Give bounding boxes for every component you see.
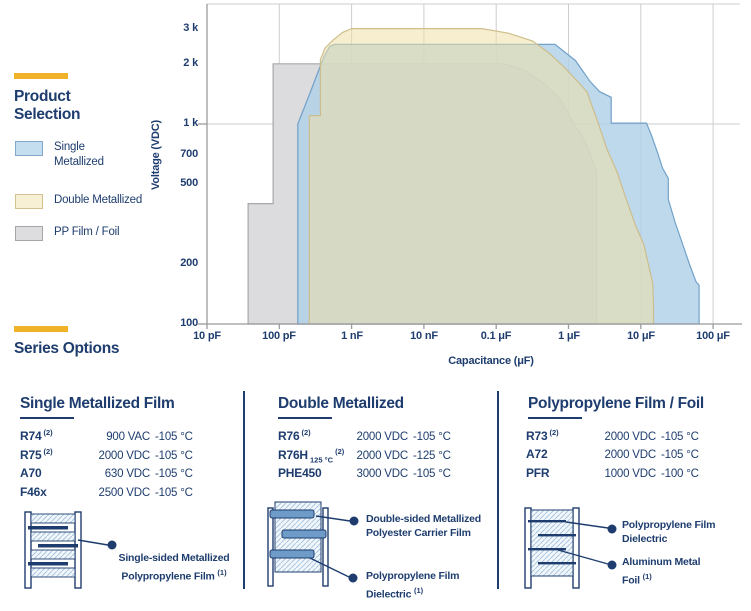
product-selection-panel: Product Selection Single Metallized Doub… [14, 70, 159, 270]
series-name: F46x [20, 485, 47, 499]
column-polypropylene-film-foil: Polypropylene Film / Foil R73 (2) 2000 VD… [518, 394, 748, 589]
callout-label: Double-sided Metallized Polyester Carrie… [366, 513, 481, 539]
series-row: R76 (2) 2000 VDC -105 °C [278, 428, 492, 447]
accent-bar [14, 73, 68, 79]
legend-swatch-pp-film-foil [15, 226, 43, 241]
callout-dot-icon [607, 524, 617, 534]
x-axis-title: Capacitance (μF) [448, 355, 534, 367]
legend-label: PP Film / Foil [54, 226, 120, 238]
column-double-metallized: Double Metallized R76 (2) 2000 VDC -105 °C… [266, 394, 492, 600]
series-temperature: -105 °C [155, 468, 193, 480]
series-name: R76H 125 °C (2) [278, 447, 345, 465]
series-temperature: -100 °C [661, 468, 699, 480]
series-voltage: 2500 VDC [98, 487, 151, 499]
series-voltage: 2000 VDC [98, 450, 151, 462]
series-table: R74 (2) 900 VAC -105 °C R75 (2) 2000 VDC -105… [20, 428, 236, 504]
series-name: PFR [526, 466, 550, 480]
single-metallized-capacitor-icon [24, 511, 82, 589]
series-row: R75 (2) 2000 VDC -105 °C [20, 447, 236, 466]
heading-underline [278, 417, 332, 419]
heading-underline [528, 417, 582, 419]
callout-dot-icon [107, 540, 117, 550]
callout-label: Single-sided Metallized Polypropylene Fi… [118, 552, 230, 582]
series-name: R75 (2) [20, 447, 53, 462]
series-name: A72 [526, 447, 548, 461]
series-voltage: 900 VAC [106, 431, 150, 443]
series-name: R74 (2) [20, 428, 53, 443]
series-temperature: -105 °C [155, 431, 193, 443]
product-selection-chart [198, 3, 742, 329]
series-temperature: -105 °C [155, 450, 193, 462]
legend-item-single-metallized: Single Metallized [15, 140, 118, 170]
series-options-title: Series Options [14, 340, 120, 357]
callout-dot-icon [348, 573, 358, 583]
series-name: A70 [20, 466, 42, 480]
series-row: F46x 2500 VDC -105 °C [20, 485, 236, 504]
series-name: R76 (2) [278, 428, 311, 443]
series-temperature: -105 °C [155, 487, 193, 499]
construction-diagram: Double-sided Metallized Polyester Carrie… [266, 498, 492, 600]
legend-item-pp-film-foil: PP Film / Foil [15, 225, 169, 241]
film-foil-capacitor-icon [524, 507, 580, 589]
product-selection-title: Product Selection [14, 88, 81, 123]
callout-dot-icon [349, 516, 359, 526]
legend-swatch-double-metallized [15, 194, 43, 209]
chart-region-double-metallized [308, 28, 655, 325]
series-voltage: 2000 VDC [604, 449, 657, 461]
column-divider [497, 391, 499, 589]
column-single-metallized-film: Single Metallized Film R74 (2) 900 VAC -10… [20, 394, 236, 589]
column-heading: Polypropylene Film / Foil [528, 395, 704, 412]
series-voltage: 2000 VDC [356, 450, 409, 462]
callout-label: Polypropylene Film Dielectric (1) [366, 570, 460, 600]
series-voltage: 630 VDC [104, 468, 150, 480]
series-row: PFR 1000 VDC -100 °C [526, 466, 748, 485]
construction-diagram: Polypropylene Film Dielectric Aluminum M… [518, 504, 748, 604]
callout-lines [309, 515, 359, 583]
callout-label: Polypropylene Film Dielectric [622, 519, 716, 545]
callout-label: Aluminum Metal Foil (1) [622, 556, 701, 586]
series-options-header: Series Options [14, 326, 120, 358]
series-row: R74 (2) 900 VAC -105 °C [20, 428, 236, 447]
callout-dot-icon [607, 560, 617, 570]
series-table: R73 (2) 2000 VDC -105 °C A72 2000 VDC -105 °C… [526, 428, 748, 485]
series-temperature: -125 °C [413, 450, 451, 462]
callout-lines [557, 521, 617, 570]
series-temperature: -105 °C [413, 431, 451, 443]
series-name: R73 (2) [526, 428, 559, 443]
column-heading: Double Metallized [278, 395, 404, 412]
column-divider [243, 391, 245, 589]
column-heading: Single Metallized Film [20, 395, 175, 412]
series-row: R73 (2) 2000 VDC -105 °C [526, 428, 748, 447]
series-voltage: 1000 VDC [604, 468, 657, 480]
series-row: R76H 125 °C (2) 2000 VDC -125 °C [278, 447, 492, 466]
series-row: A72 2000 VDC -105 °C [526, 447, 748, 466]
series-name: PHE450 [278, 466, 322, 480]
series-row: A70 630 VDC -105 °C [20, 466, 236, 485]
heading-underline [20, 417, 74, 419]
legend-item-double-metallized: Double Metallized [15, 193, 169, 209]
series-temperature: -105 °C [661, 431, 699, 443]
series-temperature: -105 °C [661, 449, 699, 461]
accent-bar [14, 326, 68, 332]
series-table: R76 (2) 2000 VDC -105 °C R76H 125 °C (2) 200… [278, 428, 492, 485]
series-row: PHE450 3000 VDC -105 °C [278, 466, 492, 485]
series-temperature: -105 °C [413, 468, 451, 480]
legend-label: Single Metallized [54, 141, 104, 168]
construction-diagram: Single-sided Metallized Polypropylene Fi… [20, 506, 236, 606]
legend-swatch-single-metallized [15, 141, 43, 156]
series-voltage: 2000 VDC [356, 431, 409, 443]
callout-lines [77, 539, 117, 550]
series-voltage: 2000 VDC [604, 431, 657, 443]
legend-label: Double Metallized [54, 194, 143, 206]
series-voltage: 3000 VDC [356, 468, 409, 480]
